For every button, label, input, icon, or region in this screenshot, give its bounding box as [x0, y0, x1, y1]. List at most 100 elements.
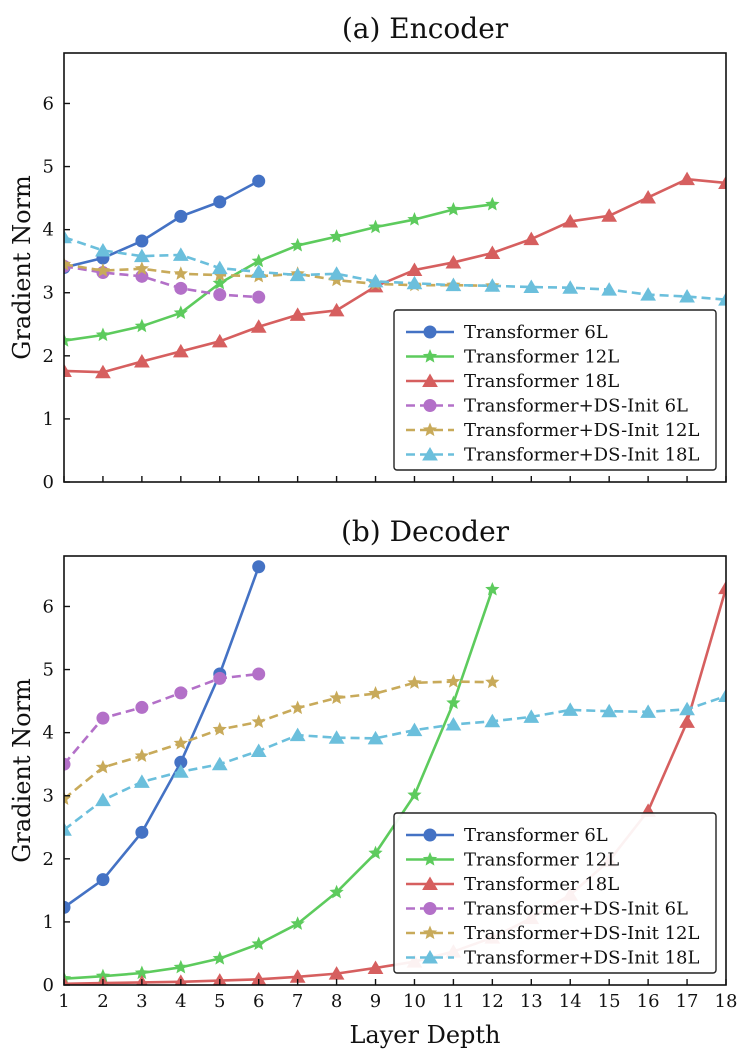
legend-marker: [423, 902, 437, 915]
data-point: [174, 209, 188, 223]
legend-label: Transformer+DS-Init 12L: [464, 923, 700, 944]
data-point: [367, 730, 384, 745]
series-line-0: [64, 179, 260, 269]
x-tick-label: 14: [559, 991, 582, 1012]
legend-label: Transformer 18L: [464, 371, 619, 392]
data-point: [95, 327, 111, 342]
x-tick-label: 17: [676, 991, 699, 1012]
data-point: [562, 280, 579, 294]
data-point: [95, 263, 111, 277]
data-point: [718, 292, 726, 306]
x-tick-label: 11: [442, 991, 465, 1012]
data-point: [172, 343, 189, 358]
series-line-0: [64, 566, 260, 909]
data-point: [212, 275, 227, 290]
legend-marker: [422, 876, 438, 890]
data-point: [64, 822, 72, 836]
data-point: [367, 960, 384, 974]
data-point: [445, 254, 462, 269]
data-point: [96, 711, 110, 725]
y-tick-label: 6: [43, 93, 54, 114]
legend-marker: [422, 349, 438, 363]
legend-label: Transformer 12L: [464, 347, 619, 368]
data-point: [640, 189, 656, 204]
series-line-5: [64, 694, 726, 831]
data-point: [95, 792, 111, 807]
series-line-3: [64, 672, 259, 766]
data-point: [95, 364, 111, 379]
x-tick-label: 7: [292, 991, 303, 1012]
legend-marker: [423, 399, 437, 412]
y-tick-label: 4: [43, 220, 54, 241]
series-line-4: [64, 263, 493, 288]
data-point: [445, 716, 462, 731]
data-point: [251, 253, 266, 268]
data-point: [174, 281, 188, 295]
legend: Transformer 6L Transformer 12L Transformer…: [393, 812, 717, 974]
data-point: [252, 174, 266, 188]
x-tick-label: 16: [637, 991, 660, 1012]
data-point: [289, 727, 306, 742]
data-point: [95, 242, 111, 257]
legend-marker: [422, 925, 438, 940]
legend-label: Transformer+DS-Init 18L: [464, 948, 700, 969]
data-point: [407, 787, 422, 802]
legend-label: Transformer 6L: [464, 322, 608, 343]
data-point: [601, 208, 618, 222]
legend-label: Transformer+DS-Init 6L: [464, 899, 688, 920]
data-point: [134, 354, 150, 368]
data-point: [251, 936, 266, 951]
series-line-4: [64, 680, 493, 800]
data-point: [523, 279, 540, 294]
data-point: [174, 686, 188, 700]
y-tick-label: 2: [43, 849, 54, 870]
data-point: [211, 333, 228, 348]
data-point: [251, 971, 267, 985]
data-point: [134, 318, 150, 333]
data-point: [484, 245, 501, 259]
data-point: [96, 873, 110, 887]
data-point: [212, 951, 227, 965]
data-point: [406, 262, 423, 277]
x-tick-label: 3: [136, 991, 147, 1012]
y-axis-label: Gradient Norm: [8, 678, 36, 863]
data-point: [718, 175, 726, 189]
data-point: [679, 171, 695, 186]
data-point: [174, 755, 188, 769]
data-point: [679, 701, 695, 716]
data-point: [251, 714, 266, 728]
y-tick-label: 2: [43, 346, 54, 367]
data-point: [484, 713, 501, 728]
data-point: [64, 976, 70, 985]
x-tick-label: 5: [214, 991, 225, 1012]
y-axis-label: Gradient Norm: [8, 175, 36, 360]
y-tick-label: 1: [43, 409, 54, 430]
data-point: [211, 756, 228, 771]
data-point: [252, 290, 266, 304]
x-axis-label: Layer Depth: [349, 1021, 500, 1049]
data-point: [445, 277, 462, 292]
data-point: [250, 264, 267, 278]
data-point: [64, 363, 72, 377]
data-point: [485, 581, 500, 596]
data-point: [368, 219, 383, 234]
data-point: [679, 714, 695, 728]
data-point: [134, 248, 150, 263]
chart-title: (a) Encoder: [342, 12, 509, 45]
data-point: [289, 267, 306, 282]
data-point: [406, 722, 423, 737]
data-point: [172, 247, 189, 261]
data-point: [252, 667, 266, 681]
series-line-5: [64, 235, 726, 301]
axes-frame: [63, 52, 727, 483]
series-line-1: [64, 589, 494, 980]
data-point: [446, 201, 461, 216]
data-point: [173, 305, 188, 319]
data-point: [367, 273, 384, 288]
data-point: [290, 700, 305, 715]
data-point: [213, 288, 227, 302]
data-point: [213, 671, 227, 685]
x-tick-label: 1: [58, 991, 69, 1012]
